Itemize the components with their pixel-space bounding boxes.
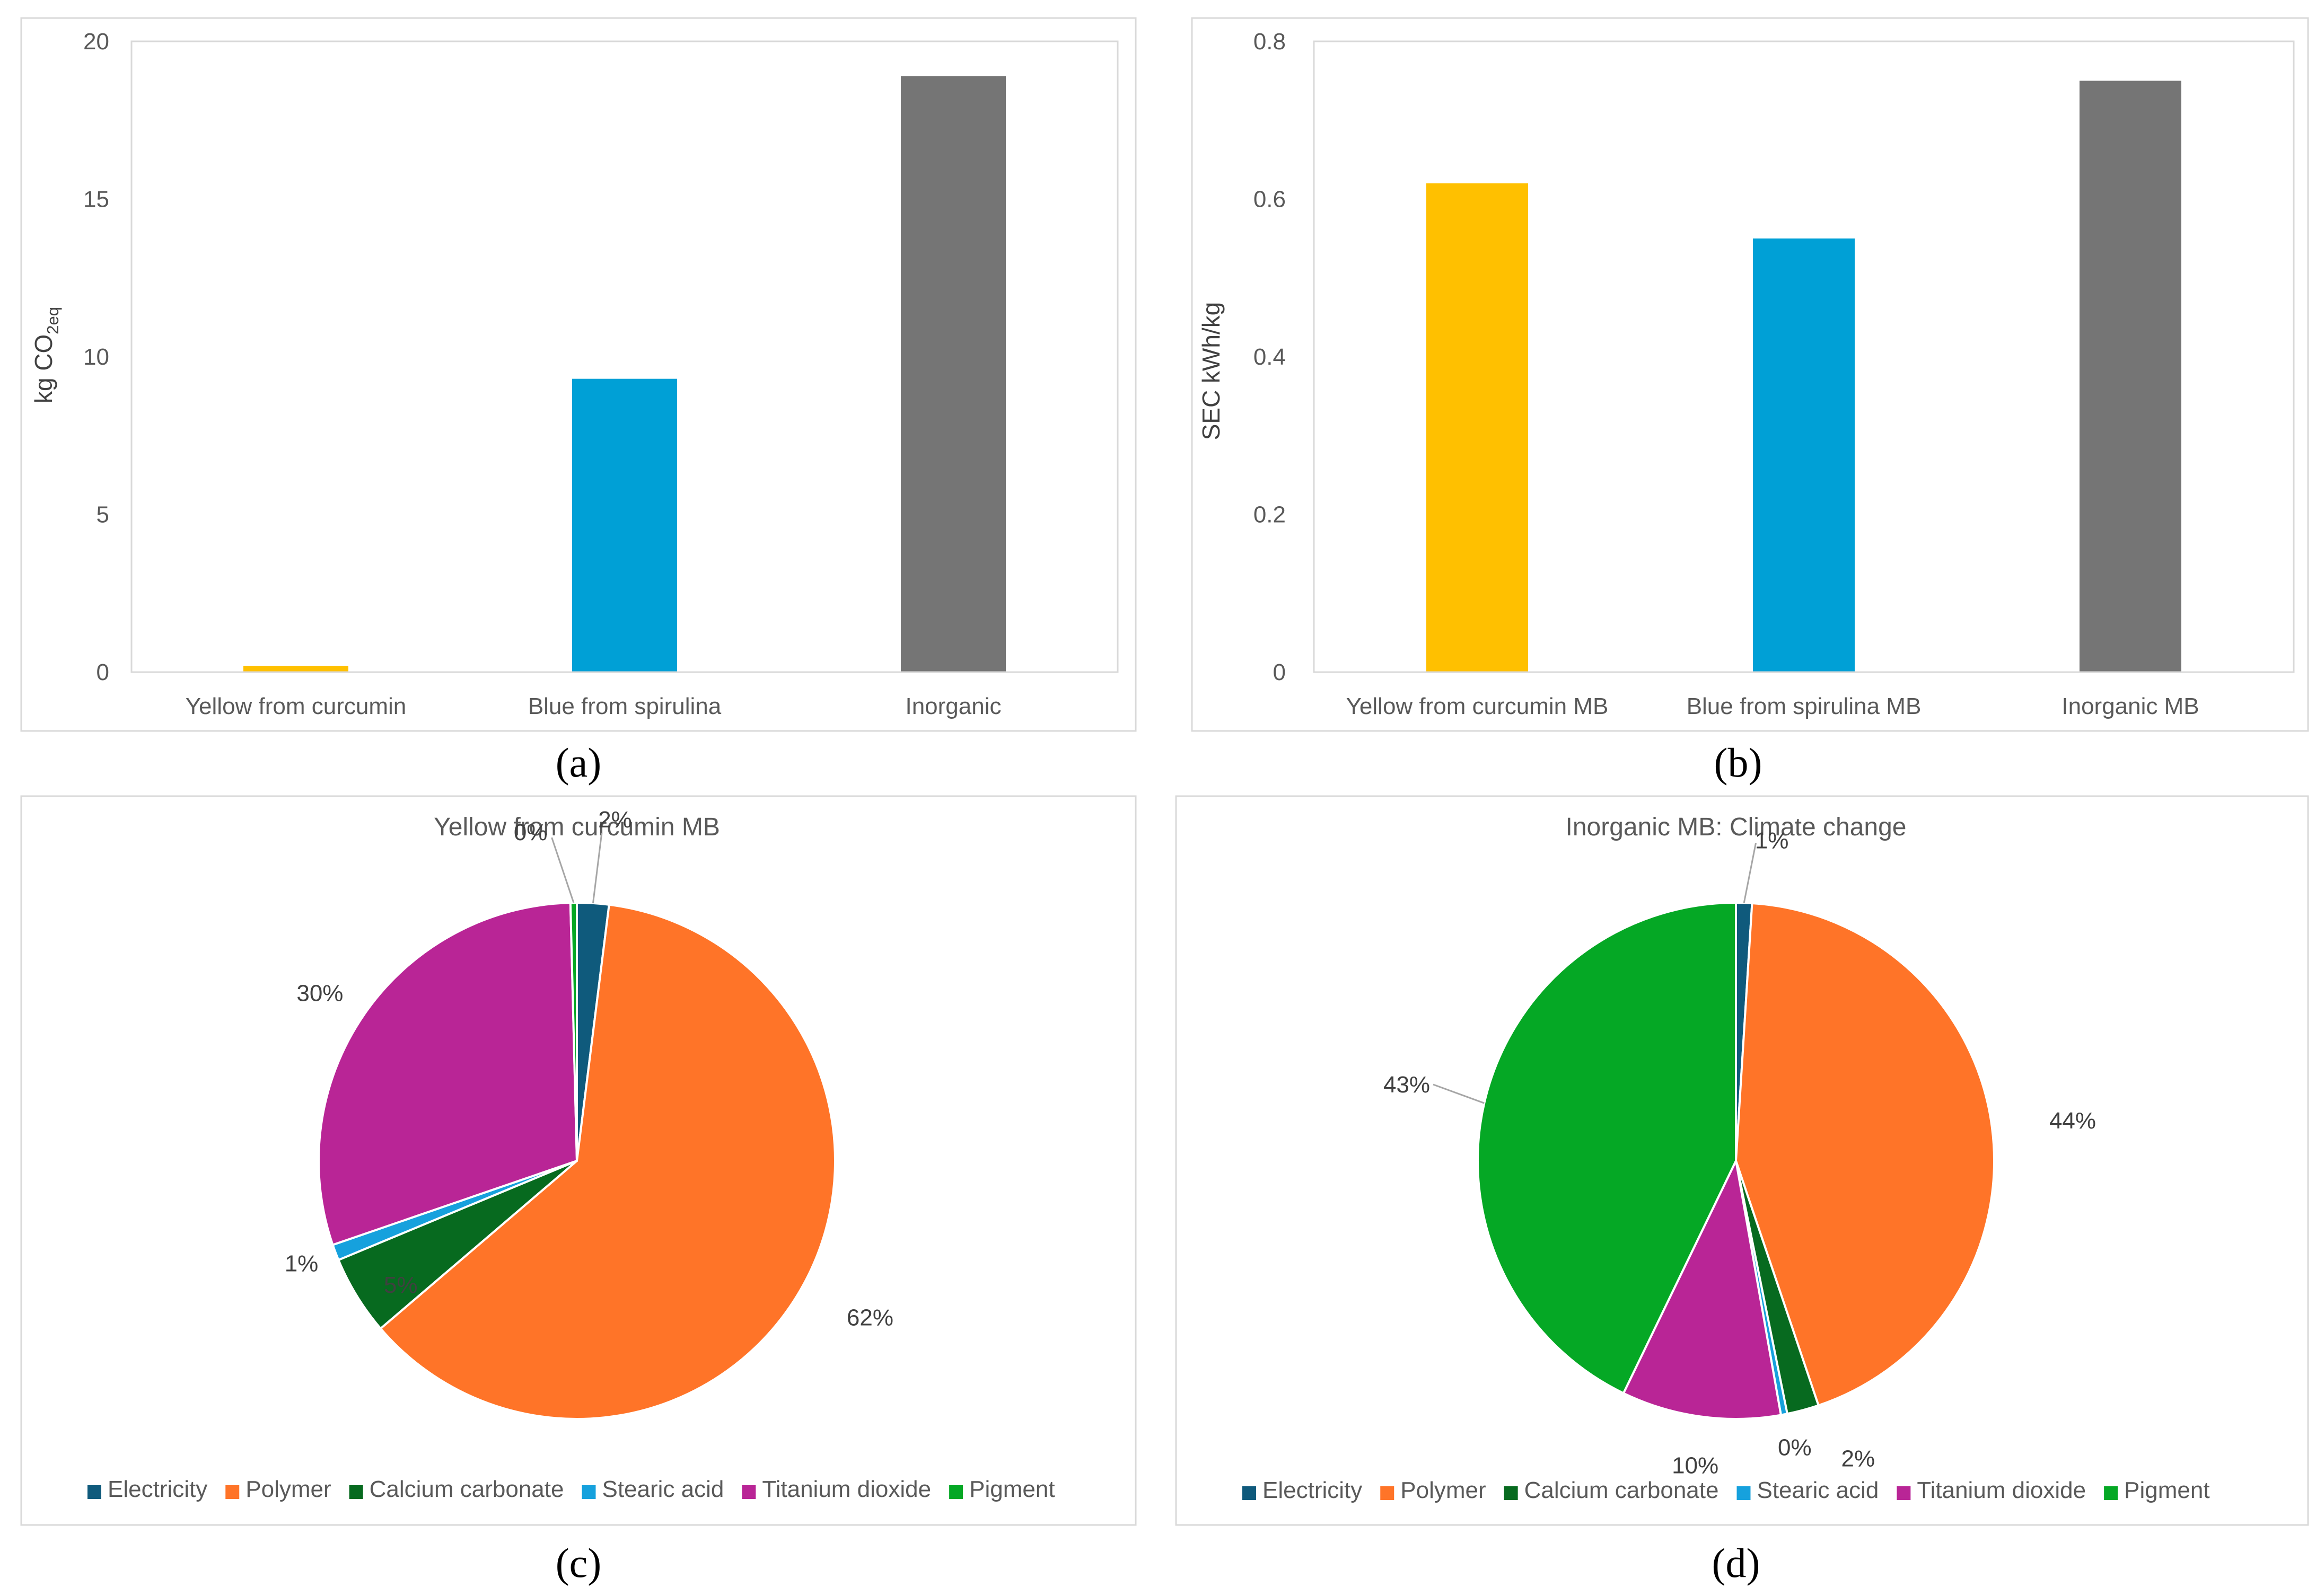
legend-entry: Titanium dioxide <box>1917 1477 2086 1503</box>
y-tick-label: 0.6 <box>1253 187 1286 213</box>
x-category-label: Blue from spirulina MB <box>1687 693 1922 719</box>
legend-entry: Stearic acid <box>602 1476 724 1502</box>
bar-1 <box>243 666 348 672</box>
legend-swatch <box>949 1485 963 1499</box>
legend-entry: Polymer <box>1400 1477 1486 1503</box>
panel-d-label: (d) <box>1712 1540 1760 1586</box>
y-tick-label: 0.4 <box>1253 344 1286 370</box>
legend-entry: Electricity <box>108 1476 207 1502</box>
x-category-label: Yellow from curcumin <box>186 693 407 719</box>
y-tick-label: 0.2 <box>1253 502 1286 528</box>
pie-data-label: 10% <box>1672 1453 1718 1479</box>
pie-data-label: 1% <box>285 1251 319 1277</box>
leader-line <box>592 832 603 904</box>
legend-entry: Stearic acid <box>1757 1477 1879 1503</box>
y-tick-label: 15 <box>83 187 109 213</box>
panel-d-pie-chart: Inorganic MB: Climate change 1% 44% 2% 0% 10… <box>1175 795 2309 1586</box>
bar-1 <box>1426 183 1528 672</box>
pie-data-label: 1% <box>1755 827 1789 853</box>
x-category-label: Blue from spirulina <box>528 693 722 719</box>
legend-swatch <box>1736 1486 1751 1500</box>
panel-c-title: Yellow from curcumin MB <box>434 813 720 841</box>
legend-swatch <box>349 1485 363 1499</box>
leader-line <box>1433 1083 1485 1104</box>
pie-data-label: 5% <box>384 1272 418 1298</box>
pie-slice-pigment <box>1477 901 1737 1395</box>
legend-swatch <box>582 1485 596 1499</box>
legend-swatch <box>1242 1486 1256 1500</box>
legend-swatch <box>1380 1486 1394 1500</box>
leader-line <box>1743 842 1757 903</box>
pie-slice-titanium-dioxide <box>1622 1157 1783 1420</box>
panel-a-ylabel: kg CO2eq <box>30 307 62 403</box>
pie-data-label: 0% <box>514 819 548 845</box>
pie-data-label: 43% <box>1383 1072 1430 1098</box>
panel-b-label: (b) <box>1714 739 1762 786</box>
panel-c-pie-chart: Yellow from curcumin MB 2% 62% 5% 1% 30% 0% E… <box>20 795 1137 1586</box>
legend-entry: Calcium carbonate <box>370 1476 564 1502</box>
bar-3 <box>2080 81 2181 672</box>
bar-2 <box>572 378 677 672</box>
bar-3 <box>901 76 1006 673</box>
pie-slice-titanium-dioxide <box>318 902 578 1247</box>
panel-d-title: Inorganic MB: Climate change <box>1566 813 1907 841</box>
legend-swatch <box>2104 1486 2118 1500</box>
pie-slice-polymer <box>379 903 836 1420</box>
legend-swatch <box>1504 1486 1518 1500</box>
pie-data-label: 2% <box>1841 1445 1875 1471</box>
y-tick-label: 10 <box>83 344 109 370</box>
panel-a-label: (a) <box>556 739 602 786</box>
y-tick-label: 5 <box>96 502 109 528</box>
x-category-label: Inorganic <box>905 693 1001 719</box>
pie-data-label: 44% <box>2049 1108 2096 1134</box>
y-tick-label: 0 <box>96 659 109 685</box>
legend-entry: Polymer <box>245 1476 331 1502</box>
legend-swatch <box>1897 1486 1911 1500</box>
bar-2 <box>1753 238 1855 672</box>
pie-data-label: 0% <box>1778 1435 1812 1461</box>
pie-data-label: 30% <box>296 980 343 1006</box>
x-category-label: Yellow from curcumin MB <box>1346 693 1609 719</box>
pie-slice-polymer <box>1734 902 1996 1407</box>
legend-entry: Calcium carbonate <box>1524 1477 1719 1503</box>
legend-entry: Pigment <box>2124 1477 2209 1503</box>
pie-data-label: 62% <box>847 1305 893 1331</box>
pie-slice-calcium-carbonate <box>337 1160 578 1330</box>
pie-data-label: 2% <box>598 807 632 833</box>
panel-b-ylabel: SEC kWh/kg <box>1197 302 1225 440</box>
legend-entry: Titanium dioxide <box>762 1476 931 1502</box>
panel-a-bar-chart: 0 5 10 15 20 Yellow from curcumin Blue from s… <box>20 17 1137 786</box>
legend-swatch <box>225 1485 240 1499</box>
legend-swatch <box>87 1485 101 1499</box>
y-tick-label: 20 <box>83 29 109 55</box>
y-tick-label: 0.8 <box>1253 29 1286 55</box>
legend-entry: Pigment <box>969 1476 1055 1502</box>
panel-b-bar-chart: 0 0.2 0.4 0.6 0.8 Yellow from curcumin MB Blu… <box>1191 17 2309 786</box>
legend-entry: Electricity <box>1262 1477 1362 1503</box>
x-category-label: Inorganic MB <box>2061 693 2199 719</box>
panel-c-label: (c) <box>556 1540 602 1586</box>
legend-swatch <box>742 1485 756 1499</box>
y-tick-label: 0 <box>1273 659 1286 685</box>
leader-line <box>551 837 575 903</box>
